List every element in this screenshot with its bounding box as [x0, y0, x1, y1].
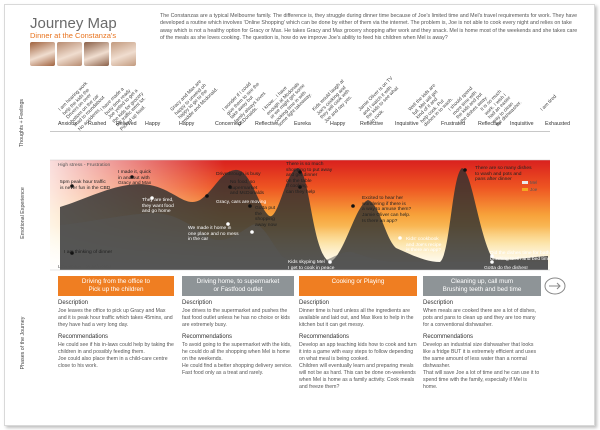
emotion-point	[398, 236, 402, 240]
phase-desc-heading: Description	[182, 300, 213, 306]
page-title: Journey Map	[30, 15, 117, 32]
avatar-photo-2	[57, 42, 82, 66]
emotion-point	[298, 170, 302, 174]
legend-joe: Joe	[522, 187, 537, 192]
journey-curve-joe	[60, 212, 548, 270]
emotion-annotation: I am thinking of dinner	[64, 250, 113, 255]
avatar-photo-4	[111, 42, 136, 66]
phase-rec-text: Develop an app teaching kids how to cook…	[299, 342, 417, 390]
emotion-annotation: Excited to hear her wondering if there i…	[362, 196, 412, 224]
emotion-point	[351, 204, 355, 208]
high-stress-label: High stress - Frustration	[58, 163, 111, 168]
emotion-annotation: We made it home in one place and no mess…	[188, 226, 239, 243]
emotion-point	[70, 251, 74, 255]
feelings-divider	[50, 131, 550, 132]
emotion-point	[463, 168, 467, 172]
phase-description: Description Joe leaves the office to pick…	[58, 300, 174, 370]
emotion-point	[130, 175, 134, 179]
emotion-annotation: Kids skyping Mel I get to cook in peace	[288, 260, 335, 271]
phase-desc-text: When meals are cooked there are a lot of…	[423, 308, 537, 328]
emotion-annotation: I made it, quick in and out with Gracy a…	[118, 170, 152, 187]
emotion-point	[70, 184, 74, 188]
emotion-point	[248, 204, 252, 208]
phase-desc-heading: Description	[58, 300, 89, 306]
feeling-label: Inquisitive	[395, 121, 419, 127]
phase-rec-text: He could see if his in-laws could help b…	[58, 342, 174, 369]
emotion-annotation: If cooking, can they help	[286, 184, 316, 195]
emotion-annotation: Gracy, cars are moving	[216, 200, 267, 205]
emotion-annotation: Did the dishes time for bath, brushing t…	[490, 251, 551, 262]
feeling-label: Happy	[330, 121, 346, 127]
next-arrow-icon[interactable]	[544, 277, 566, 295]
feeling-label: Reflective	[360, 121, 384, 127]
emotion-annotation: There is so much shopping to put away an…	[286, 162, 333, 185]
intro-text: The Constanzas are a typical Melbourne f…	[160, 13, 578, 41]
emotion-point	[250, 230, 254, 234]
feeling-label: Happy	[145, 121, 161, 127]
avatar-photo-1	[30, 42, 55, 66]
phase-desc-heading: Description	[299, 300, 330, 306]
phase-description: Description Dinner time is hard unless al…	[299, 300, 417, 391]
emotion-point	[226, 222, 230, 226]
phase-desc-text: Dinner time is hard unless all the ingre…	[299, 308, 414, 328]
feeling-label: Happy	[179, 121, 195, 127]
emotion-point	[298, 185, 302, 189]
emotion-point	[205, 194, 209, 198]
phase-desc-text: Joe drives to the supermarket and pushes…	[182, 308, 290, 328]
phase-rec-heading: Recommendations	[58, 334, 109, 340]
emotion-point	[490, 260, 494, 264]
emotion-annotation: Gotta do the dishes!	[484, 266, 528, 271]
avatar-photo-3	[84, 42, 109, 66]
feeling-label: Concerned	[215, 121, 241, 127]
phase-rec-heading: Recommendations	[423, 334, 474, 340]
phase-description: Description When meals are cooked there a…	[423, 300, 541, 391]
phase-desc-heading: Description	[423, 300, 454, 306]
feeling-label: Eureka	[294, 121, 311, 127]
legend-mel: Mel	[522, 180, 537, 185]
emotion-annotation: Drivethrough is busy	[216, 172, 261, 177]
emotion-annotation: Kids' cookbook and Joe's recipe is there…	[406, 237, 442, 254]
phase-description: Description Joe drives to the supermarket…	[182, 300, 294, 377]
emotion-point	[328, 260, 332, 264]
emotion-annotation: Gotta put the shopping away now	[255, 206, 277, 229]
feeling-label: Exhausted	[545, 121, 571, 127]
feeling-label: Inquisitive	[510, 121, 534, 127]
emotion-annotation: No food, so supermarket and McDonalds	[230, 180, 264, 197]
emotion-annotation: There are so many dishes to wash and pot…	[475, 166, 532, 183]
phase-rec-text: Develop an industrial size dishwasher th…	[423, 342, 540, 390]
phase-title-box[interactable]: Cooking or Playing	[299, 276, 417, 296]
phase-desc-text: Joe leaves the office to pick up Gracy a…	[58, 308, 173, 328]
emotion-point	[228, 185, 232, 189]
feeling-label: Relieved	[116, 121, 137, 127]
emotion-annotation: They are tired, they want food and go ho…	[142, 198, 174, 215]
phase-rec-heading: Recommendations	[182, 334, 233, 340]
phase-title-box[interactable]: Cleaning up, call mum Brushing teeth and…	[423, 276, 541, 296]
feeling-label: Anxious	[58, 121, 77, 127]
emotion-point	[150, 196, 154, 200]
feeling-label: Reflective	[255, 121, 279, 127]
phase-title-box[interactable]: Driving from the office to Pick up the c…	[58, 276, 174, 296]
phase-rec-heading: Recommendations	[299, 334, 350, 340]
phase-title-box[interactable]: Driving home, to supermarket or Fastfood…	[182, 276, 294, 296]
low-stress-label: Low stress - Satisfaction	[58, 265, 112, 270]
emotion-point	[490, 254, 494, 258]
page-subtitle: Dinner at the Constanza's	[30, 31, 117, 40]
feeling-label: Rushed	[88, 121, 107, 127]
phase-rec-text: To avoid going to the supermarket with t…	[182, 342, 293, 376]
feeling-label: Frustrated	[441, 121, 466, 127]
feeling-label: Reflective	[478, 121, 502, 127]
legend-mel-label: Mel	[530, 180, 538, 185]
legend-joe-label: Joe	[530, 187, 538, 192]
emotion-annotation: 5pm peak hour traffic is never fun in th…	[60, 180, 111, 191]
